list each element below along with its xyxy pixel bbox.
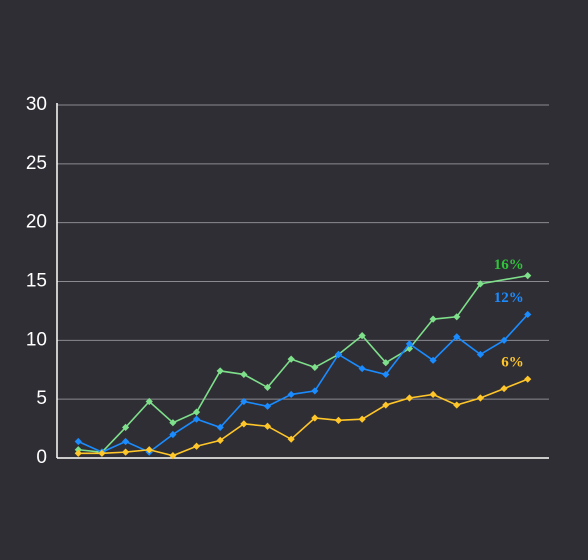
point (382, 401, 390, 409)
line (78, 274, 528, 453)
point (121, 437, 130, 446)
point (121, 448, 130, 456)
point (216, 436, 224, 444)
point (240, 397, 248, 406)
y-tick-label: 25 (26, 153, 47, 174)
point (192, 415, 201, 423)
point (429, 390, 437, 399)
point (311, 414, 319, 422)
point (524, 272, 532, 280)
point (453, 401, 461, 409)
point (169, 430, 177, 439)
point (263, 422, 272, 430)
point (192, 442, 201, 450)
point (500, 336, 508, 344)
point (524, 375, 532, 383)
point (382, 359, 390, 367)
line (78, 378, 529, 457)
point (74, 449, 82, 457)
point (358, 332, 366, 340)
line (77, 313, 529, 454)
point (405, 394, 414, 402)
point (169, 419, 177, 427)
point (453, 313, 461, 321)
y-tick-label: 0 (36, 447, 47, 468)
point (311, 387, 319, 395)
point (524, 310, 532, 319)
point (476, 350, 485, 359)
point (240, 420, 248, 428)
series-label: 12% (494, 290, 524, 306)
point (500, 384, 508, 393)
point (429, 356, 437, 364)
point (121, 423, 130, 432)
point (98, 449, 106, 457)
point (429, 315, 437, 323)
y-tick-label: 20 (26, 212, 47, 233)
point (145, 446, 153, 454)
point (216, 423, 224, 432)
point (311, 363, 319, 371)
series-label: 6% (501, 355, 524, 371)
y-tick-label: 30 (26, 94, 47, 115)
point (169, 452, 177, 460)
point (453, 333, 461, 341)
point (405, 340, 414, 348)
point (476, 394, 485, 402)
point (263, 402, 272, 410)
point (74, 437, 82, 446)
y-tick-label: 15 (26, 271, 47, 292)
point (334, 350, 343, 359)
point (358, 364, 366, 373)
point (382, 370, 390, 379)
point (240, 370, 248, 379)
series-label: 16% (494, 257, 524, 273)
point (476, 280, 485, 288)
point (145, 397, 153, 406)
point (263, 383, 272, 391)
point (192, 408, 201, 416)
point (216, 367, 224, 375)
point (334, 416, 343, 424)
point (287, 355, 295, 363)
point (358, 415, 366, 423)
point (287, 435, 295, 443)
y-tick-label: 5 (36, 388, 47, 409)
y-tick-label: 10 (26, 329, 47, 350)
point (287, 390, 295, 399)
